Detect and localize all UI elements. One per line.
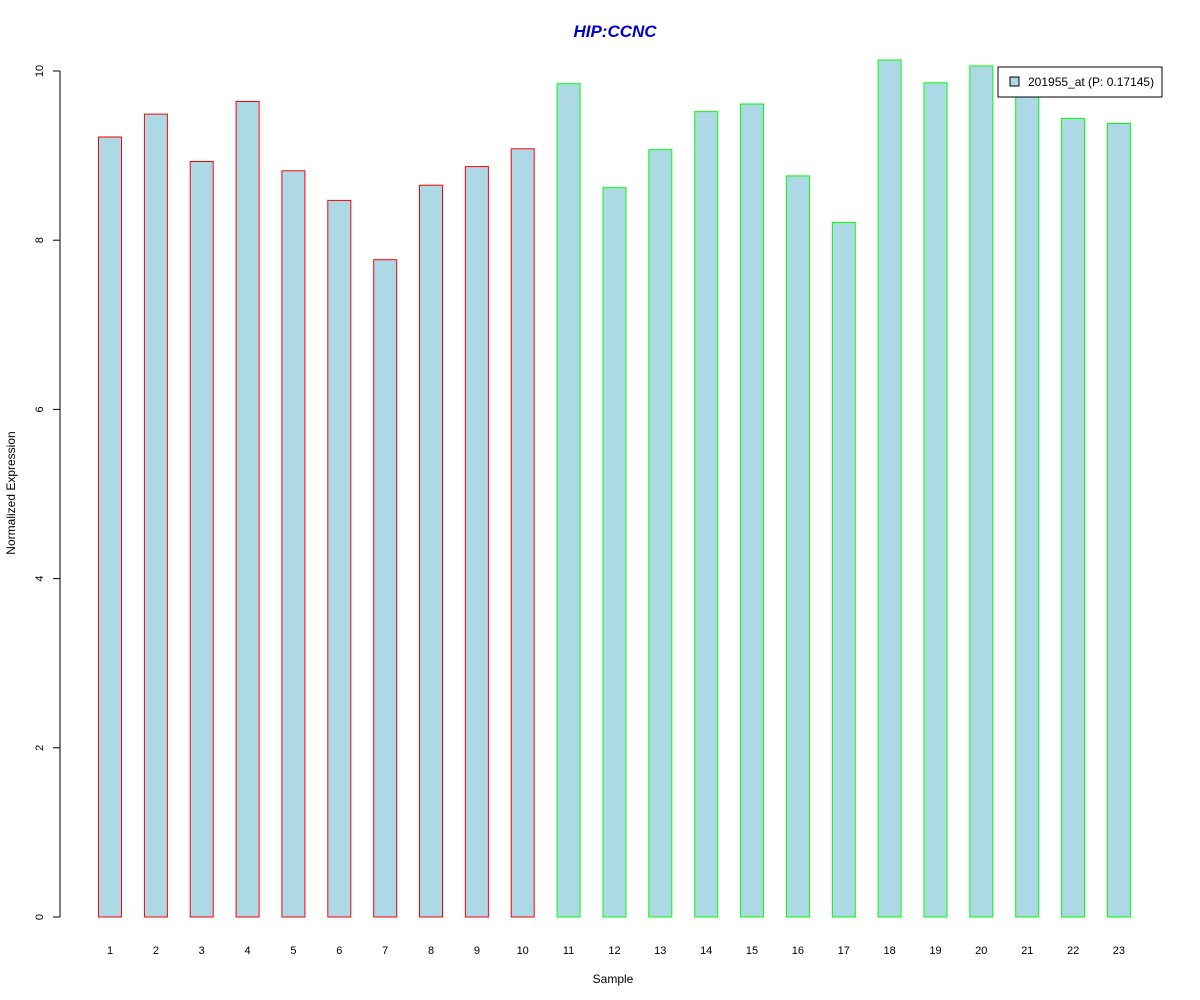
legend-box bbox=[997, 66, 1163, 98]
x-tick-label: 5 bbox=[290, 945, 296, 957]
bar bbox=[648, 149, 673, 918]
x-tick-label: 20 bbox=[975, 945, 987, 957]
x-tick-label: 6 bbox=[336, 945, 342, 957]
x-tick-label: 17 bbox=[838, 945, 850, 957]
x-tick-label: 1 bbox=[107, 945, 113, 957]
legend-entry-label: 201955_at (P: 0.17145) bbox=[1028, 75, 1154, 89]
bar bbox=[694, 111, 719, 918]
bar bbox=[1061, 117, 1086, 918]
x-tick-label: 9 bbox=[474, 945, 480, 957]
bar bbox=[923, 82, 948, 918]
x-tick-label: 13 bbox=[654, 945, 666, 957]
bar bbox=[419, 184, 443, 918]
x-tick-label: 8 bbox=[428, 945, 434, 957]
bar bbox=[877, 59, 902, 918]
bars bbox=[98, 59, 1131, 918]
x-tick-label: 10 bbox=[517, 945, 529, 957]
legend: 201955_at (P: 0.17145) bbox=[997, 66, 1163, 98]
x-tick-label: 4 bbox=[245, 945, 251, 957]
bar bbox=[740, 103, 764, 918]
x-tick-label: 2 bbox=[153, 945, 159, 957]
y-tick-label: 6 bbox=[34, 406, 46, 412]
bar bbox=[373, 259, 398, 918]
bar bbox=[327, 199, 352, 918]
x-tick-label: 7 bbox=[382, 945, 388, 957]
bar bbox=[1106, 123, 1131, 918]
x-axis-title: Sample bbox=[593, 972, 634, 986]
x-tick-label: 21 bbox=[1021, 945, 1033, 957]
x-tick-labels: 1 2 3 4 5 6 7 8 9 10 11 12 13 14 15 16 17 18 19 20 21 22 23 bbox=[107, 945, 1125, 957]
x-tick-label: 18 bbox=[883, 945, 895, 957]
y-tick-label: 4 bbox=[34, 576, 46, 582]
x-tick-label: 3 bbox=[199, 945, 205, 957]
x-tick-label: 12 bbox=[608, 945, 620, 957]
y-tick-label: 2 bbox=[34, 745, 46, 751]
chart-title: HIP:CCNC bbox=[573, 22, 657, 41]
bar bbox=[235, 101, 260, 918]
bar bbox=[143, 113, 168, 918]
bar bbox=[1015, 90, 1040, 918]
y-axis-title: Normalized Expression bbox=[4, 431, 18, 554]
x-tick-label: 11 bbox=[563, 945, 574, 957]
bar bbox=[98, 136, 122, 918]
x-tick-label: 15 bbox=[746, 945, 758, 957]
bar bbox=[556, 83, 581, 918]
x-tick-label: 19 bbox=[929, 945, 941, 957]
x-tick-label: 22 bbox=[1067, 945, 1079, 957]
bar bbox=[189, 161, 214, 918]
x-tick-label: 14 bbox=[700, 945, 712, 957]
bar bbox=[969, 65, 994, 918]
bar bbox=[281, 170, 306, 918]
bar bbox=[464, 166, 489, 918]
y-tick-label: 0 bbox=[34, 914, 46, 920]
bar bbox=[510, 148, 535, 918]
bar bbox=[831, 221, 856, 918]
legend-swatch bbox=[1009, 76, 1020, 87]
x-tick-label: 23 bbox=[1113, 945, 1125, 957]
bar bbox=[785, 175, 810, 918]
y-tick-label: 8 bbox=[34, 237, 46, 243]
bar bbox=[602, 187, 627, 918]
y-tick-label: 10 bbox=[34, 65, 46, 77]
y-axis: 0 2 4 6 8 10 bbox=[34, 65, 61, 920]
x-tick-label: 16 bbox=[792, 945, 804, 957]
